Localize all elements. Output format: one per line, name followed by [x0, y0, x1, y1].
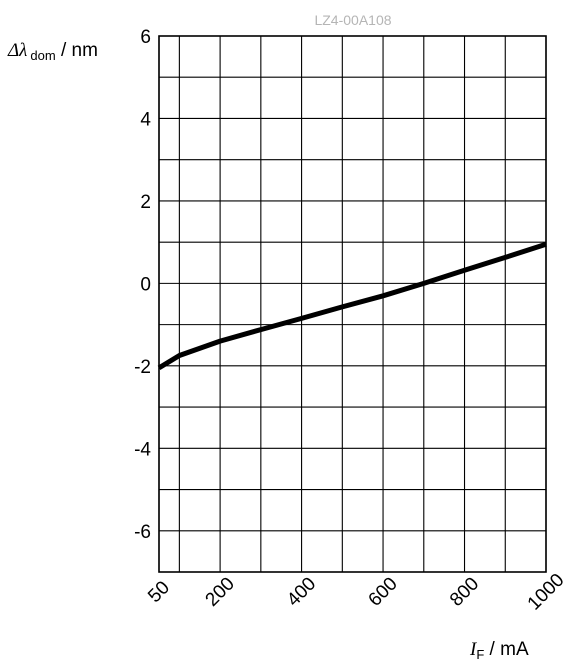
- x-tick-label: 600: [365, 573, 402, 610]
- x-axis-label-subscript: F: [476, 647, 484, 662]
- y-axis-label: Δλ dom / nm: [7, 40, 98, 63]
- y-tick-label: 2: [140, 192, 151, 213]
- x-tick-label: 800: [446, 573, 483, 610]
- y-tick-label: -2: [134, 357, 151, 378]
- y-tick-labels: 6 4 2 0 -2 -4 -6: [134, 27, 151, 543]
- series-line: [157, 241, 547, 371]
- x-tick-label: 400: [283, 573, 320, 610]
- y-tick-label: 0: [140, 274, 151, 295]
- x-axis-label-unit: / mA: [484, 639, 529, 660]
- y-tick-label: 6: [140, 27, 151, 48]
- x-tick-labels: 50 200 400 600 800 1000: [144, 570, 568, 615]
- x-tick-label: 200: [202, 573, 239, 610]
- x-axis-label-symbol: I: [469, 639, 478, 660]
- x-axis-label: IF / mA: [469, 639, 529, 662]
- plot-frame: [158, 35, 547, 573]
- y-axis-label-unit: / nm: [56, 40, 98, 61]
- x-tick-label: 50: [144, 577, 174, 607]
- y-tick-label: -6: [134, 522, 151, 543]
- y-tick-label: 4: [140, 109, 151, 130]
- chart-watermark: LZ4-00A108: [314, 12, 391, 28]
- y-axis-label-subscript: dom: [30, 48, 55, 63]
- x-tick-label: 1000: [524, 570, 569, 615]
- y-tick-label: -4: [134, 439, 151, 460]
- y-axis-label-symbol: Δλ: [7, 40, 27, 61]
